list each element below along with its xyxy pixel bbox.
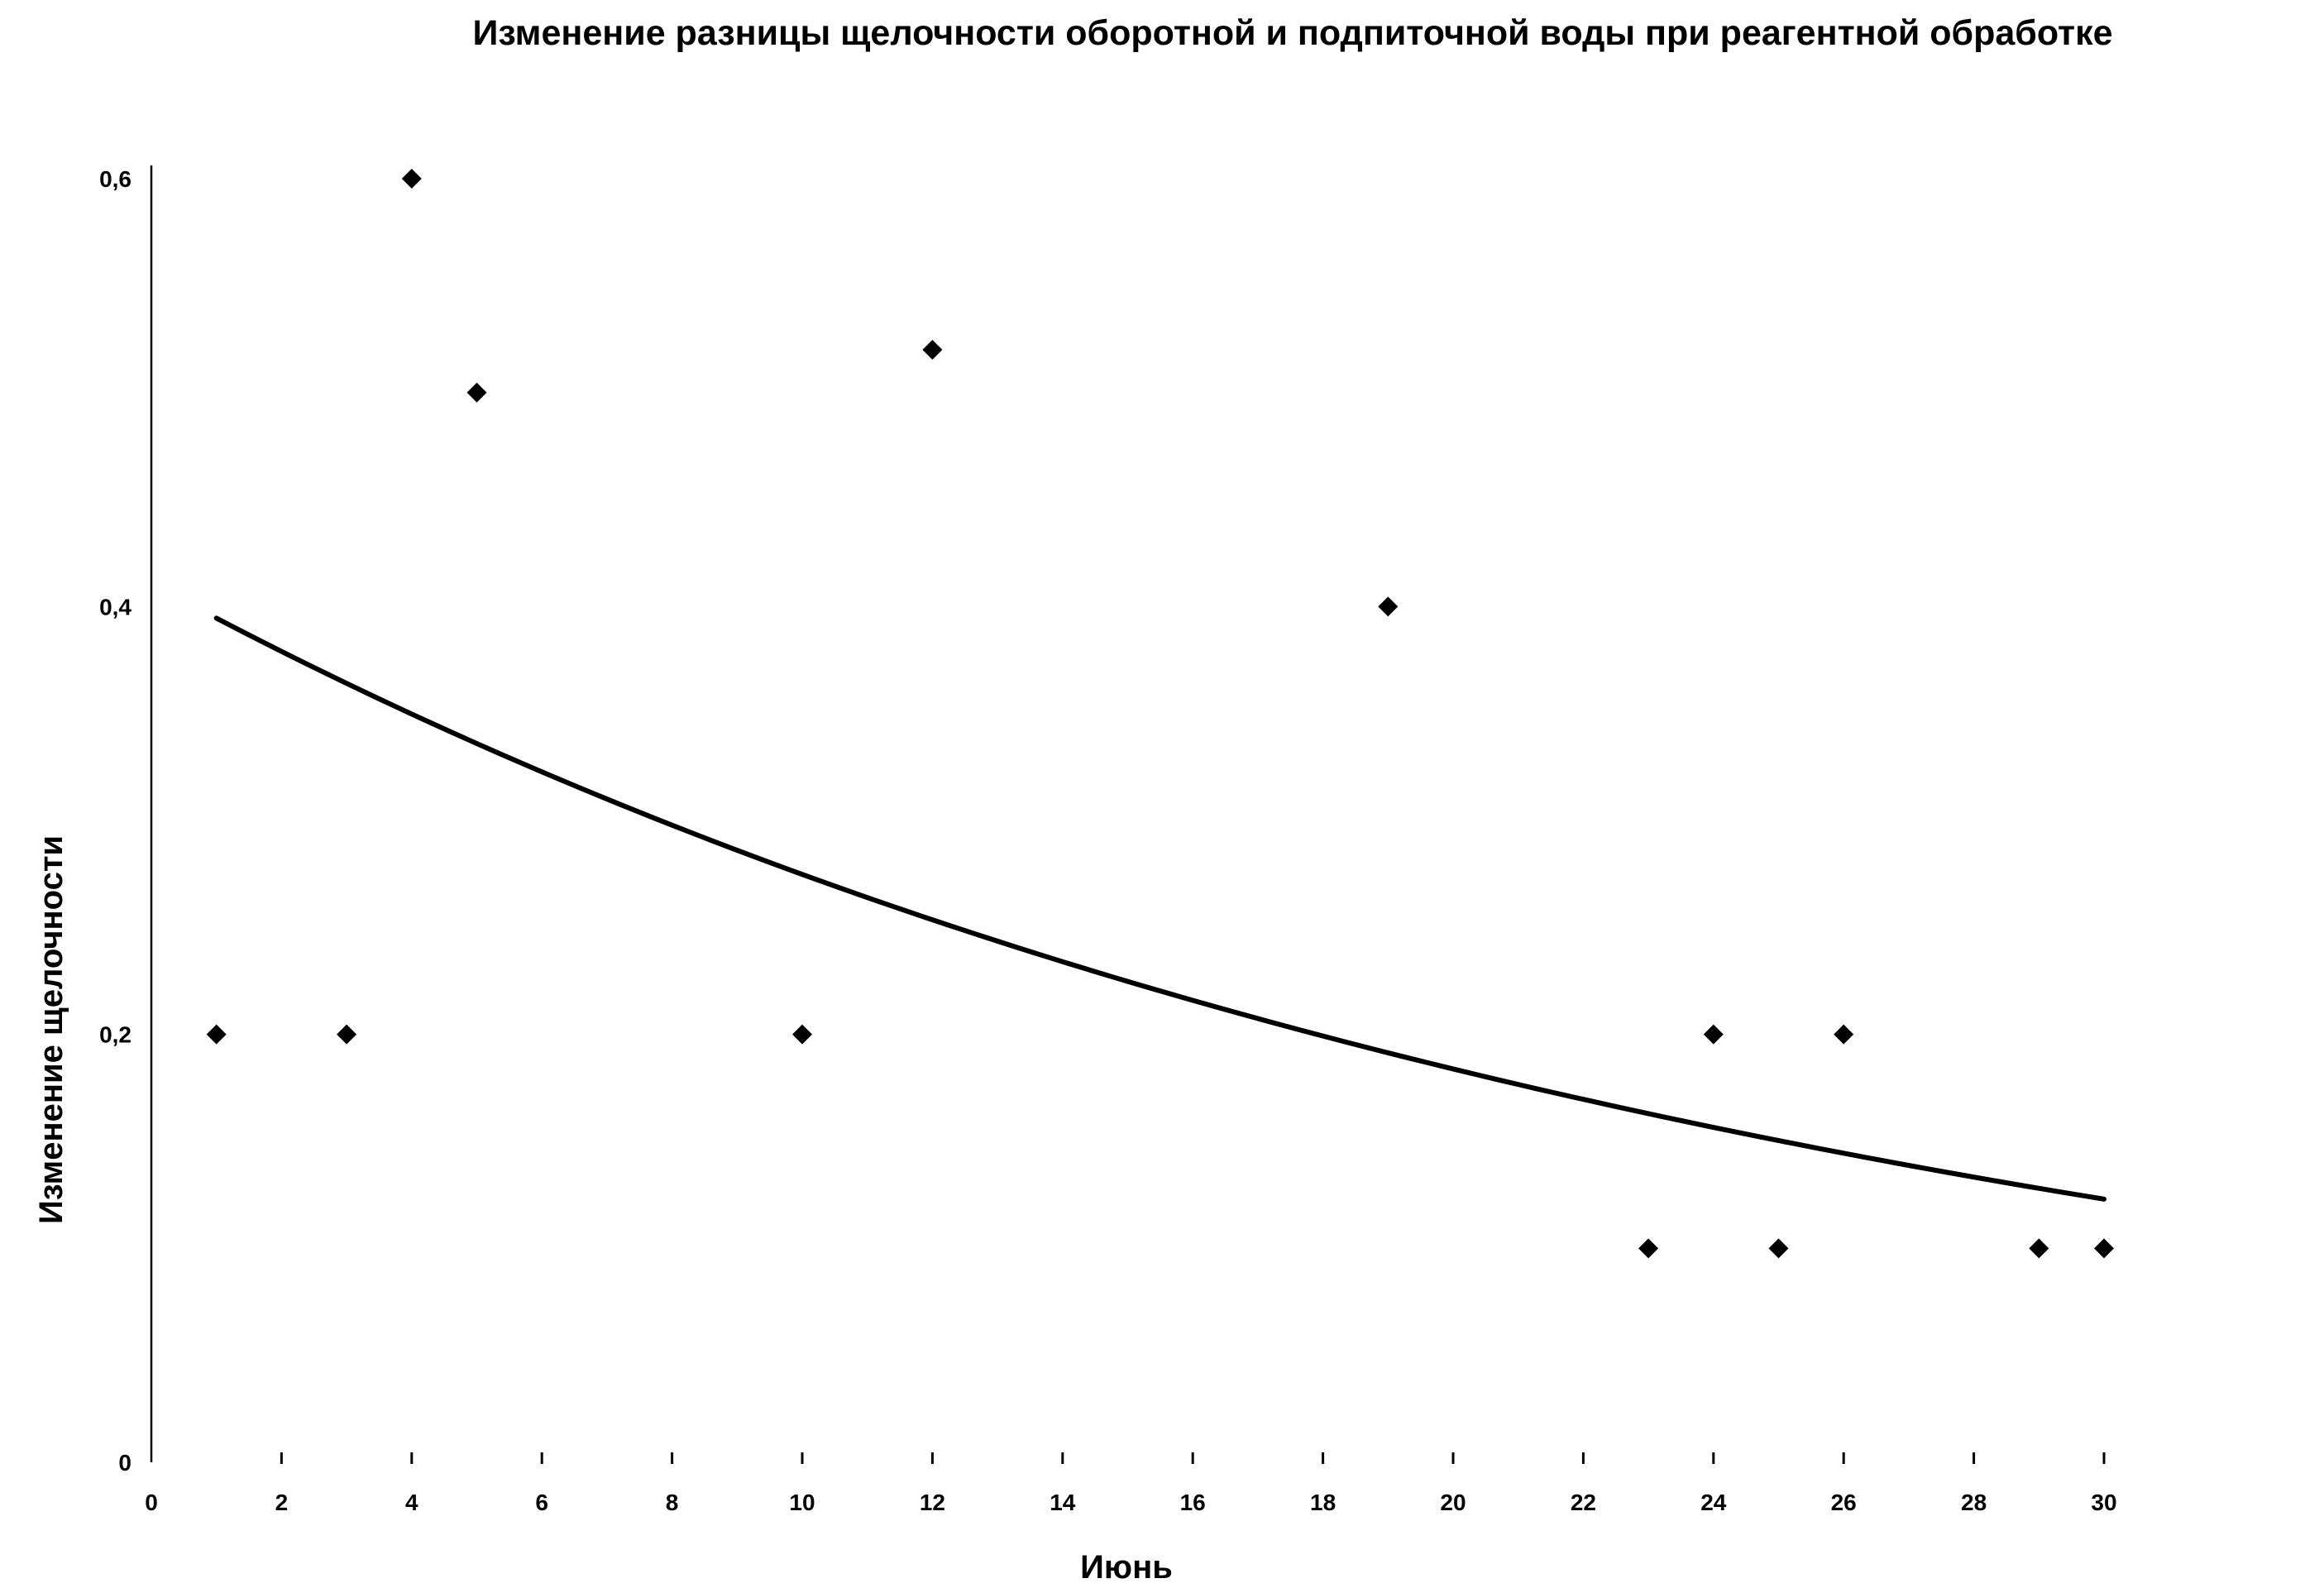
x-tick-label: 18 (1310, 1490, 1336, 1515)
x-tick-label: 0 (145, 1490, 158, 1515)
x-tick-label: 12 (920, 1490, 945, 1515)
chart-title: Изменение разницы щелочности оборотной и… (472, 13, 2112, 53)
y-axis-ticks: 0 0,2 0,4 0,6 (99, 166, 132, 1476)
data-point (466, 382, 487, 403)
x-tick-label: 28 (1961, 1490, 1987, 1515)
data-point (922, 339, 943, 360)
y-tick-label: 0,4 (99, 594, 132, 619)
x-tick-label: 8 (666, 1490, 679, 1515)
axes (150, 165, 153, 1462)
x-tick-label: 2 (275, 1490, 289, 1515)
x-tick-label: 4 (405, 1490, 418, 1515)
trend-line (213, 615, 2106, 1202)
data-point (792, 1024, 812, 1045)
x-tick-label: 30 (2091, 1490, 2116, 1515)
x-axis-ticks: 0 2 4 6 8 10 12 14 16 18 20 22 24 26 28 30 (145, 1452, 2117, 1515)
y-tick-label: 0,2 (99, 1022, 132, 1048)
x-tick-label: 22 (1571, 1490, 1596, 1515)
data-point (337, 1024, 357, 1045)
data-point (1638, 1238, 1659, 1259)
data-point (2029, 1238, 2049, 1259)
x-tick-label: 24 (1700, 1490, 1727, 1515)
x-tick-label: 10 (789, 1490, 815, 1515)
x-tick-label: 16 (1180, 1490, 1206, 1515)
x-tick-label: 14 (1050, 1490, 1076, 1515)
data-point (1378, 596, 1399, 617)
x-tick-label: 20 (1440, 1490, 1466, 1515)
y-tick-label: 0,6 (99, 166, 132, 192)
x-tick-label: 26 (1831, 1490, 1857, 1515)
data-point (206, 1024, 227, 1045)
data-point (2094, 1238, 2114, 1259)
data-point (1834, 1024, 1854, 1045)
x-axis-label: Июнь (1080, 1549, 1173, 1586)
data-point (1703, 1024, 1724, 1045)
y-axis-label: Изменение щелочности (33, 835, 69, 1224)
data-point (1768, 1238, 1789, 1259)
x-tick-label: 6 (535, 1490, 548, 1515)
data-points (206, 169, 2114, 1259)
y-tick-label: 0 (118, 1450, 132, 1476)
data-point (401, 169, 422, 189)
